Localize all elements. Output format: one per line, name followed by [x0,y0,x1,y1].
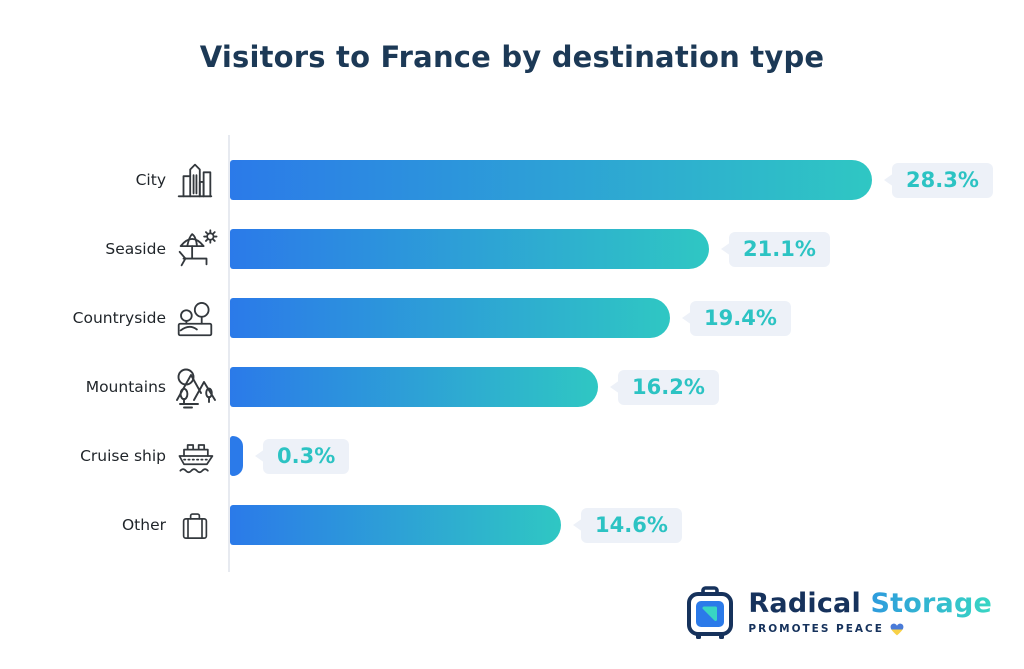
cruise-ship-icon [166,434,224,478]
value-label: 28.3% [892,162,993,198]
brand-suitcase-icon [687,586,734,639]
value-label: 16.2% [618,369,719,405]
value-label: 14.6% [581,507,682,543]
bar [230,505,561,545]
bar-area: 0.3% [230,436,350,476]
category-label: Seaside [105,240,166,258]
bar-row: Seaside 21.1% [0,229,1024,269]
bar-row: City 28.3% [0,160,1024,200]
bar [230,436,243,476]
brand-name: Radical Storage [748,590,992,618]
value-bubble: 16.2% [610,369,719,405]
bubble-pointer-icon [884,173,894,187]
city-buildings-icon [166,157,224,203]
bar-area: 14.6% [230,505,682,545]
value-bubble: 28.3% [884,162,993,198]
bar-row: Cruise ship 0.3% [0,436,1024,476]
category-label: Other [121,516,166,534]
suitcase-icon [166,503,224,547]
mountains-icon [166,363,224,411]
bar-chart: City 28.3% Seaside 21.1% Countryside 19.4%… [0,160,1024,574]
value-bubble: 14.6% [573,507,682,543]
category-label: Countryside [72,309,166,327]
brand-name-storage: Storage [870,588,992,620]
bar [230,367,598,407]
brand-text: Radical Storage PROMOTES PEACE [748,590,992,636]
value-label: 21.1% [729,231,830,267]
brand-tagline: PROMOTES PEACE [748,623,992,636]
chart-title: Visitors to France by destination type [199,40,825,74]
value-bubble: 21.1% [721,231,830,267]
ukraine-heart-icon [890,623,904,636]
bubble-pointer-icon [610,380,620,394]
value-bubble: 19.4% [682,300,791,336]
bar-row: Other 14.6% [0,505,1024,545]
category-label: City [135,171,166,189]
bar-area: 21.1% [230,229,830,269]
bubble-pointer-icon [573,518,583,532]
bar-row: Countryside 19.4% [0,298,1024,338]
bar-area: 28.3% [230,160,993,200]
bubble-pointer-icon [682,311,692,325]
axis-line [228,135,230,572]
beach-umbrella-icon [166,226,224,272]
value-bubble: 0.3% [255,438,350,474]
bar-row: Mountains 16.2% [0,367,1024,409]
brand-name-radical: Radical [748,588,861,620]
category-label: Cruise ship [80,447,166,465]
brand-tagline-text: PROMOTES PEACE [748,623,884,636]
value-label: 0.3% [263,438,350,474]
bar [230,298,670,338]
brand-logo: Radical Storage PROMOTES PEACE [683,583,992,643]
countryside-trees-icon [166,295,224,341]
bar [230,229,709,269]
value-label: 19.4% [690,300,791,336]
bar-area: 16.2% [230,367,719,407]
bubble-pointer-icon [255,449,265,463]
bubble-pointer-icon [721,242,731,256]
category-label: Mountains [85,378,166,396]
bar [230,160,872,200]
bar-area: 19.4% [230,298,791,338]
